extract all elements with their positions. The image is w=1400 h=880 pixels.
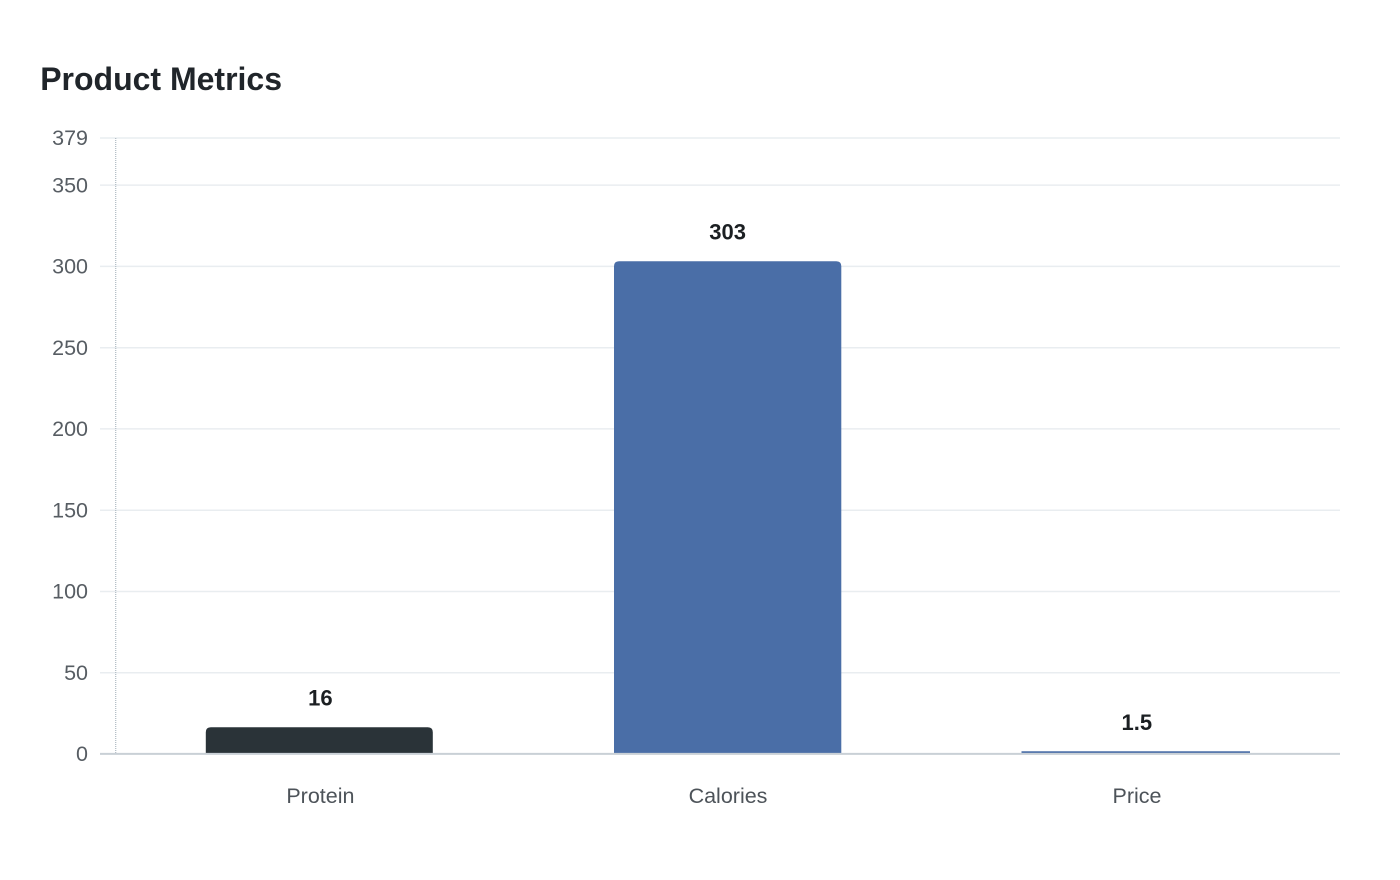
svg-text:200: 200 bbox=[52, 417, 88, 441]
svg-text:Price: Price bbox=[1113, 784, 1162, 808]
svg-text:300: 300 bbox=[52, 255, 88, 279]
svg-text:350: 350 bbox=[52, 173, 88, 197]
svg-text:100: 100 bbox=[52, 580, 88, 604]
svg-text:150: 150 bbox=[52, 498, 88, 522]
svg-text:1.5: 1.5 bbox=[1122, 710, 1153, 735]
svg-text:0: 0 bbox=[76, 742, 88, 766]
svg-text:379: 379 bbox=[52, 126, 88, 150]
svg-text:303: 303 bbox=[709, 220, 746, 245]
svg-text:Calories: Calories bbox=[689, 784, 768, 808]
svg-text:16: 16 bbox=[308, 685, 332, 710]
svg-text:Protein: Protein bbox=[286, 784, 354, 808]
svg-text:50: 50 bbox=[64, 661, 88, 685]
svg-text:250: 250 bbox=[52, 336, 88, 360]
svg-text:Product Metrics: Product Metrics bbox=[40, 61, 282, 97]
